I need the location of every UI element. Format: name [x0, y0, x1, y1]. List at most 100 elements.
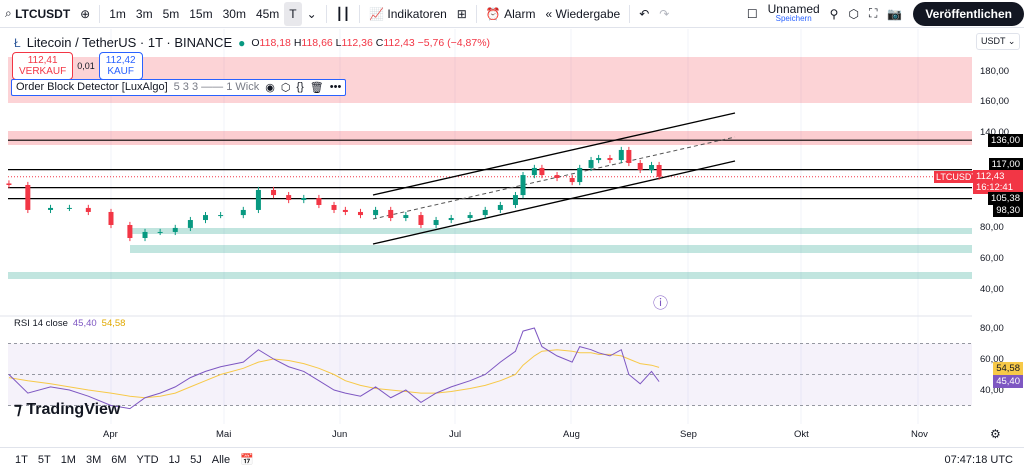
divider [99, 4, 101, 23]
rsi-axis-label: 40,00 [980, 385, 1004, 396]
replay-button[interactable]: « Wiedergabe [545, 6, 621, 21]
trade-buttons: 112,41 VERKAUF 0,01 112,42 KAUF [12, 52, 143, 80]
candle [172, 227, 178, 232]
chevron-down-icon[interactable]: ⌄ [306, 6, 317, 21]
settings-icon[interactable]: ⬡ [848, 6, 859, 21]
candle [373, 209, 379, 216]
candle [142, 231, 148, 239]
candle [157, 231, 163, 233]
candle [531, 167, 537, 176]
buy-button[interactable]: 112,42 KAUF [98, 52, 143, 80]
chart-canvas[interactable] [0, 29, 1024, 447]
undo-icon[interactable]: ↶ [639, 6, 650, 21]
candle [618, 149, 624, 161]
interval-45m[interactable]: 45m [255, 6, 280, 21]
alarm-button[interactable]: ⏰ Alarm [485, 6, 536, 21]
axis-label: 180,00 [980, 66, 1010, 77]
sell-button[interactable]: 112,41 VERKAUF [12, 52, 74, 80]
candle [607, 158, 613, 161]
candle [85, 207, 91, 212]
redo-icon[interactable]: ↷ [659, 6, 670, 21]
interval-1m[interactable]: 1m [109, 6, 126, 21]
range-all[interactable]: Alle [211, 453, 231, 466]
candle [127, 224, 133, 239]
candle [240, 209, 246, 216]
indicator-legend[interactable]: Order Block Detector [LuxAlgo] 5 3 3 —— 1… [11, 79, 347, 96]
axis-label: 80,00 [980, 222, 1004, 233]
candle [203, 215, 208, 221]
divider [475, 4, 477, 23]
range-ytd[interactable]: YTD [136, 453, 159, 466]
lightning-icon[interactable]: ⓘ [653, 295, 669, 312]
symbol-title: Litecoin / TetherUS · 1T · BINANCE [26, 35, 233, 50]
time-label: Jul [449, 429, 462, 440]
time-label: Jun [332, 429, 348, 440]
time-label: Aug [563, 429, 580, 440]
rsi-axis-label: 80,00 [980, 323, 1004, 334]
time-label: Okt [794, 429, 809, 440]
interval-1d[interactable]: T [284, 1, 302, 26]
quick-search-icon[interactable]: ⚲ [829, 6, 839, 21]
range-1d[interactable]: 1T [15, 453, 28, 466]
candle [218, 215, 224, 217]
range-5y[interactable]: 5J [190, 453, 202, 466]
bottom-toolbar: 1T 5T 1M 3M 6M YTD 1J 5J Alle 📅 07:47:18… [0, 447, 1024, 471]
indicators-icon: 📈 [369, 6, 388, 21]
candle [271, 189, 277, 196]
time-label: Apr [103, 429, 118, 440]
candle [357, 211, 363, 216]
rsi-legend: RSI 14 close 45,40 54,58 [14, 318, 126, 329]
camera-icon[interactable]: 📷 [887, 6, 903, 21]
candle [577, 167, 583, 183]
currency-selector[interactable]: USDT ⌄ [976, 33, 1021, 50]
rsi-line [8, 327, 660, 410]
order-block-bullish [8, 272, 972, 279]
interval-15m[interactable]: 15m [189, 6, 213, 21]
top-toolbar: ⌕ LTCUSDT ⊕ 1m 3m 5m 15m 30m 45m T ⌄ ┃┃ … [0, 0, 1024, 28]
layout-checkbox[interactable]: ☐ [746, 6, 758, 21]
settings-icon[interactable]: ⬡ [280, 82, 291, 94]
date-range-icon[interactable]: 📅 [240, 454, 254, 466]
interval-3m[interactable]: 3m [135, 6, 153, 21]
eye-icon[interactable]: ◉ [265, 82, 275, 94]
axis-settings-icon[interactable]: ⚙ [990, 427, 1001, 441]
symbol-search[interactable]: ⌕ LTCUSDT [5, 6, 71, 21]
interval-30m[interactable]: 30m [222, 6, 246, 21]
time-label: Sep [680, 429, 697, 440]
publish-button[interactable]: Veröffentlichen [913, 1, 1024, 26]
symbol-tag: LTCUSDT [934, 171, 979, 183]
candle [316, 198, 322, 205]
order-block-bearish [8, 131, 972, 145]
rsi-ma-tag: 54,58 [993, 362, 1023, 375]
search-icon: ⌕ [5, 6, 16, 20]
compare-button[interactable]: ⊕ [80, 6, 91, 21]
range-1m[interactable]: 1M [60, 453, 76, 466]
candle [48, 207, 54, 210]
interval-5m[interactable]: 5m [162, 6, 180, 21]
candle [649, 165, 655, 170]
rsi-tag: 45,40 [993, 375, 1023, 388]
alarm-icon: ⏰ [485, 6, 505, 21]
indicators-button[interactable]: 📈 Indikatoren [369, 6, 447, 21]
clock[interactable]: 07:47:18 UTC [944, 453, 1013, 466]
channel-middle [372, 136, 736, 220]
candle [482, 209, 488, 216]
range-3m[interactable]: 3M [85, 453, 102, 466]
candle [255, 189, 261, 210]
source-code-icon[interactable]: {} [296, 81, 304, 93]
range-5d[interactable]: 5T [37, 453, 51, 466]
rsi-pane [0, 315, 972, 410]
candles-icon[interactable]: ┃┃ [335, 6, 351, 21]
spread: 0,01 [77, 61, 95, 71]
range-1y[interactable]: 1J [168, 453, 181, 466]
candle [301, 198, 307, 201]
tradingview-logo[interactable]: ⁊ TradingView [14, 401, 121, 418]
range-6m[interactable]: 6M [111, 453, 127, 466]
templates-icon[interactable]: ⊞ [456, 6, 467, 21]
layout-name[interactable]: Unnamed Speichern [767, 1, 820, 23]
level-tag-98: 98,30 [993, 204, 1023, 217]
fullscreen-icon[interactable]: ⛶ [868, 6, 878, 20]
delete-icon[interactable]: 🗑 [309, 82, 324, 94]
more-icon[interactable]: ••• [329, 81, 342, 93]
last-price-tag: 112,43 16:12:41 [973, 170, 1023, 194]
